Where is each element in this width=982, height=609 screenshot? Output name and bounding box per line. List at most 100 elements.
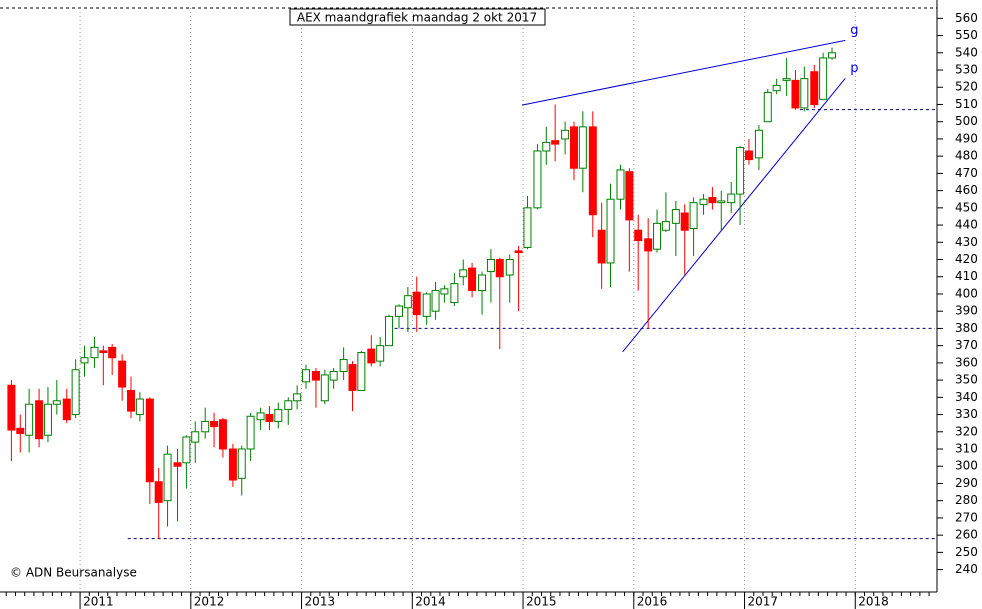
- candle-body: [145, 398, 154, 483]
- y-tick-label: 390: [955, 304, 978, 318]
- candle-body: [727, 193, 736, 204]
- y-tick-label: 260: [955, 528, 978, 542]
- candle-body: [284, 400, 293, 410]
- y-tick-label: 310: [955, 442, 978, 456]
- candle-body: [661, 221, 670, 231]
- candle-body: [819, 57, 828, 100]
- candle-body: [265, 414, 274, 422]
- candle-body: [90, 346, 99, 359]
- chart-title: AEX maandgrafiek maandag 2 okt 2017: [297, 11, 537, 25]
- candle-body: [561, 129, 570, 140]
- y-tick-label: 370: [955, 338, 978, 352]
- candle-body: [569, 126, 578, 169]
- candle-body: [680, 212, 689, 231]
- candle-body: [403, 295, 412, 309]
- candle-body: [228, 448, 237, 481]
- candle-body: [339, 358, 348, 372]
- candle-body: [348, 364, 357, 391]
- y-tick-label: 300: [955, 459, 978, 473]
- y-tick-label: 400: [955, 286, 978, 300]
- candle-body: [514, 250, 523, 254]
- candle-body: [293, 393, 302, 402]
- y-tick-label: 460: [955, 183, 978, 197]
- y-tick-label: 350: [955, 373, 978, 387]
- candle-body: [505, 259, 514, 276]
- y-tick-label: 250: [955, 545, 978, 559]
- x-tick-label: 2016: [637, 595, 668, 609]
- y-tick-label: 430: [955, 235, 978, 249]
- candle-body: [357, 352, 366, 391]
- candle-body: [173, 462, 182, 467]
- candle-body: [588, 126, 597, 216]
- candle-body: [533, 150, 542, 209]
- candle-body: [634, 229, 643, 242]
- x-tick-label: 2015: [526, 595, 557, 609]
- trendline: [622, 77, 846, 353]
- x-tick-label: 2014: [415, 595, 446, 609]
- candle-body: [35, 400, 44, 440]
- candle-body: [99, 350, 108, 354]
- candle-body: [201, 420, 210, 433]
- candle-body: [606, 198, 615, 264]
- y-tick-label: 530: [955, 63, 978, 77]
- y-tick-label: 280: [955, 493, 978, 507]
- y-tick-label: 440: [955, 218, 978, 232]
- y-tick-label: 510: [955, 97, 978, 111]
- candle-body: [7, 384, 16, 431]
- candle-body: [237, 448, 246, 479]
- candle-body: [320, 374, 329, 402]
- x-tick-label: 2017: [748, 595, 779, 609]
- trendline-label: g: [850, 23, 858, 38]
- y-tick-label: 380: [955, 321, 978, 335]
- candle-body: [736, 147, 745, 195]
- y-tick-label: 330: [955, 407, 978, 421]
- candle-body: [80, 357, 89, 364]
- y-tick-label: 290: [955, 476, 978, 490]
- y-tick-label: 450: [955, 200, 978, 214]
- candle-body: [71, 369, 80, 416]
- trendline-label: p: [850, 61, 858, 76]
- candle-body: [108, 346, 117, 359]
- candle-body: [246, 415, 255, 450]
- candle-body: [431, 290, 440, 312]
- candle-body: [52, 400, 61, 405]
- candle-body: [311, 370, 320, 381]
- x-tick-label: 2012: [194, 595, 225, 609]
- candle-body: [578, 126, 587, 169]
- y-tick-label: 360: [955, 355, 978, 369]
- y-tick-label: 420: [955, 252, 978, 266]
- candle-body: [800, 78, 809, 109]
- candle-body: [329, 370, 338, 381]
- y-tick-label: 520: [955, 80, 978, 94]
- candle-body: [422, 293, 431, 317]
- candle-body: [791, 79, 800, 109]
- candle-body: [440, 288, 449, 295]
- candle-body: [486, 259, 495, 273]
- candle-body: [154, 481, 163, 503]
- candle-body: [182, 436, 191, 464]
- candle-body: [495, 259, 504, 278]
- y-tick-label: 470: [955, 166, 978, 180]
- y-tick-label: 540: [955, 45, 978, 59]
- candle-body: [653, 222, 662, 250]
- y-tick-label: 490: [955, 131, 978, 145]
- candle-body: [135, 398, 144, 416]
- x-tick-label: 2018: [858, 595, 889, 609]
- candle-body: [478, 274, 487, 292]
- candle-body: [763, 91, 772, 123]
- x-tick-label: 2013: [305, 595, 336, 609]
- candle-body: [699, 198, 708, 205]
- candle-body: [689, 202, 698, 230]
- y-tick-label: 550: [955, 28, 978, 42]
- candle-body: [644, 238, 653, 252]
- candle-body: [210, 420, 219, 428]
- candle-body: [385, 315, 394, 347]
- y-tick-label: 480: [955, 149, 978, 163]
- candle-body: [43, 403, 52, 436]
- candle-body: [625, 171, 634, 221]
- title-box: [289, 8, 546, 26]
- y-tick-label: 410: [955, 269, 978, 283]
- candle-body: [717, 200, 726, 204]
- y-tick-label: 560: [955, 11, 978, 25]
